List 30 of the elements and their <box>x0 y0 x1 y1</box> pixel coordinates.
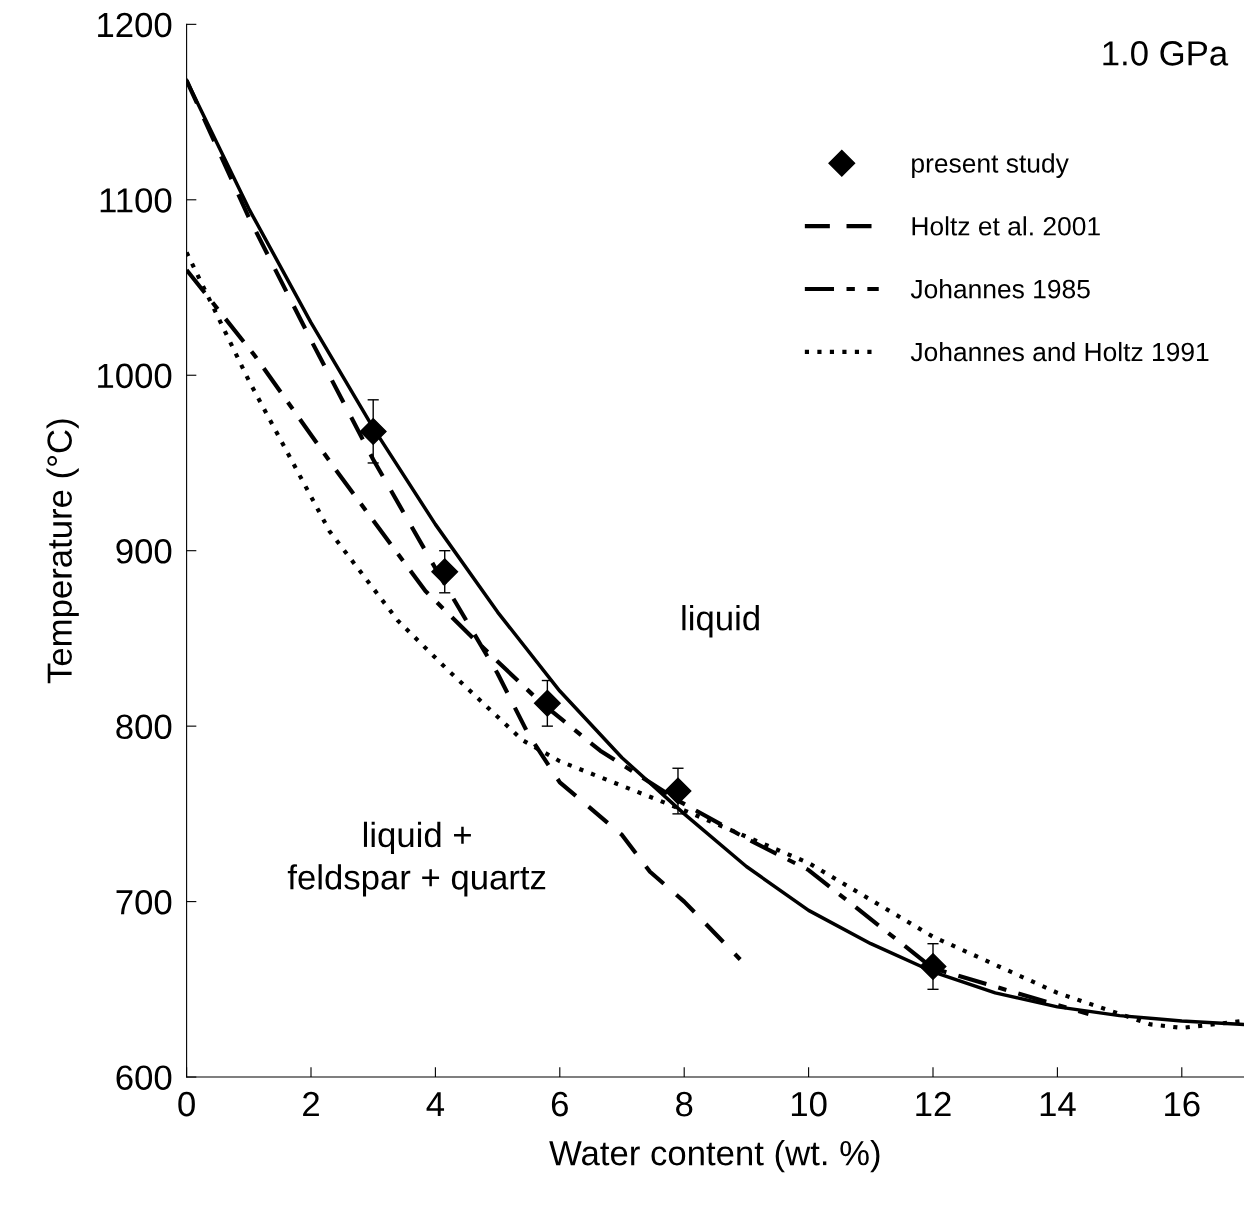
x-tick-label: 14 <box>1040 1092 1076 1117</box>
x-tick-label: 4 <box>426 1092 445 1117</box>
y-tick-label: 600 <box>116 1065 172 1090</box>
point <box>664 777 692 805</box>
point <box>431 558 459 586</box>
x-tick-label: 0 <box>178 1091 195 1117</box>
x-axis-title: Water content (wt. %) <box>549 1139 880 1173</box>
legend-label: Johannes 1985 <box>910 279 1090 299</box>
annotation: liquid + feldspar + quartz <box>287 821 546 897</box>
point <box>533 689 561 717</box>
y-tick-label: 900 <box>116 539 172 564</box>
point <box>919 953 947 980</box>
point <box>359 417 387 445</box>
y-tick-label: 1100 <box>100 188 172 213</box>
x-tick-label: 12 <box>916 1091 951 1117</box>
x-tick-label: 8 <box>676 1091 693 1117</box>
y-axis-title: Temperature (°C) <box>46 419 79 684</box>
y-tick-label: 1200 <box>98 12 172 38</box>
x-tick-label: 10 <box>791 1091 827 1117</box>
y-tick-label: 1000 <box>98 363 172 389</box>
legend-label: Johannes and Holtz 1991 <box>910 341 1209 362</box>
legend-label: Holtz et al. 2001 <box>912 216 1100 236</box>
annotation: 1.0 GPa <box>1103 41 1229 66</box>
legend-label: present study <box>912 153 1069 178</box>
x-tick-label: 2 <box>303 1091 319 1117</box>
annotation: liquid <box>682 605 759 638</box>
x-tick-label: 6 <box>551 1091 568 1117</box>
y-tick-label: 700 <box>116 889 172 915</box>
y-tick-label: 800 <box>116 714 172 740</box>
x-tick-label: 16 <box>1165 1091 1200 1117</box>
